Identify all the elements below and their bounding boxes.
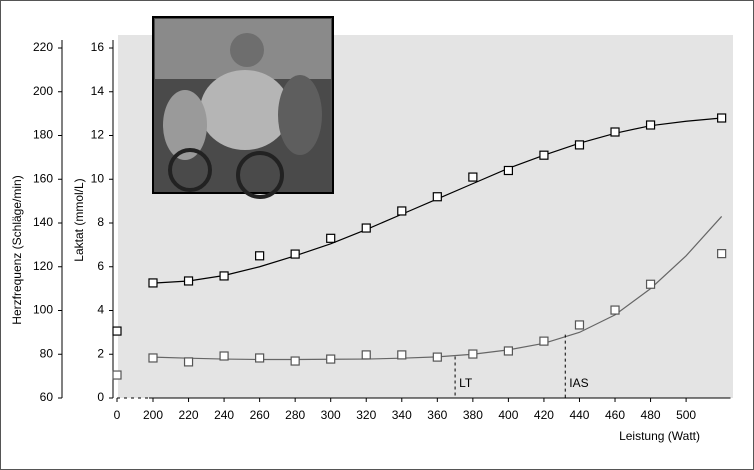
y-axis-title: Herzfrequenz (Schläge/min): [10, 175, 24, 324]
data-point: [326, 233, 336, 243]
y2-tick-label: 8: [97, 215, 104, 229]
threshold-label: LT: [459, 376, 473, 390]
photo-rider: [200, 70, 290, 150]
x-tick-label: 220: [179, 408, 199, 422]
data-point: [148, 353, 158, 363]
x-tick-label: 300: [321, 408, 341, 422]
data-point: [326, 354, 336, 364]
photo-rider: [163, 90, 207, 160]
x-tick-label: 260: [250, 408, 270, 422]
y-tick-label: 140: [33, 215, 53, 229]
data-point: [112, 326, 122, 336]
data-point: [290, 356, 300, 366]
data-point: [397, 350, 407, 360]
photo-rider: [278, 75, 322, 155]
y2-tick-label: 10: [91, 171, 105, 185]
data-point: [432, 192, 442, 202]
y-tick-label: 220: [33, 40, 53, 54]
x-tick-label: 360: [427, 408, 447, 422]
data-point: [503, 165, 513, 176]
y-tick-label: 80: [40, 346, 54, 360]
x-tick-label: 380: [463, 408, 483, 422]
y2-tick-label: 6: [97, 259, 104, 273]
data-point: [290, 249, 300, 259]
x-tick-label: 240: [214, 408, 234, 422]
x-tick-label: 420: [534, 408, 554, 422]
x-axis-title: Leistung (Watt): [619, 429, 700, 443]
photo: [152, 16, 334, 199]
y2-tick-label: 0: [97, 390, 104, 404]
y-tick-label: 60: [40, 390, 54, 404]
x-tick-label: 400: [498, 408, 518, 422]
y2-tick-label: 12: [91, 128, 105, 142]
data-point: [112, 370, 122, 380]
data-point: [574, 140, 585, 150]
data-point: [645, 120, 656, 130]
data-point: [717, 113, 727, 123]
y2-tick-label: 14: [91, 84, 105, 98]
y2-axis-title: Laktat (mmol/L): [72, 178, 86, 261]
data-point: [219, 271, 229, 281]
y2-tick-label: 16: [91, 40, 105, 54]
data-point: [432, 352, 442, 362]
data-point: [255, 251, 265, 261]
data-point: [610, 305, 620, 315]
data-point: [148, 278, 158, 288]
data-point: [574, 320, 585, 330]
data-point: [503, 346, 513, 356]
data-point: [717, 249, 727, 259]
x-tick-label: 480: [641, 408, 661, 422]
x-tick-label: 340: [392, 408, 412, 422]
data-point: [645, 279, 656, 289]
x-tick-label: 0: [114, 408, 121, 422]
data-point: [183, 276, 194, 286]
x-tick-label: 460: [605, 408, 625, 422]
data-point: [361, 350, 371, 360]
data-point: [255, 353, 265, 363]
y-tick-label: 160: [33, 171, 53, 185]
y-tick-label: 100: [33, 303, 53, 317]
y2-tick-label: 2: [97, 346, 104, 360]
data-point: [361, 223, 371, 233]
photo-head: [230, 33, 264, 67]
y-tick-label: 180: [33, 128, 53, 142]
data-point: [610, 127, 620, 137]
y2-tick-label: 4: [97, 303, 104, 317]
data-point: [183, 357, 194, 367]
data-point: [397, 206, 407, 216]
x-tick-label: 200: [143, 408, 163, 422]
data-point: [539, 150, 549, 160]
threshold-label: IAS: [569, 376, 588, 390]
photo-wheel: [236, 151, 284, 199]
data-point: [219, 351, 229, 361]
x-tick-label: 500: [676, 408, 696, 422]
y-tick-label: 200: [33, 84, 53, 98]
x-tick-label: 440: [569, 408, 589, 422]
x-tick-label: 280: [285, 408, 305, 422]
x-tick-label: 320: [356, 408, 376, 422]
y-tick-label: 120: [33, 259, 53, 273]
data-point: [539, 336, 549, 346]
data-point: [468, 172, 478, 182]
photo-wheel: [168, 148, 212, 192]
data-point: [468, 349, 478, 359]
